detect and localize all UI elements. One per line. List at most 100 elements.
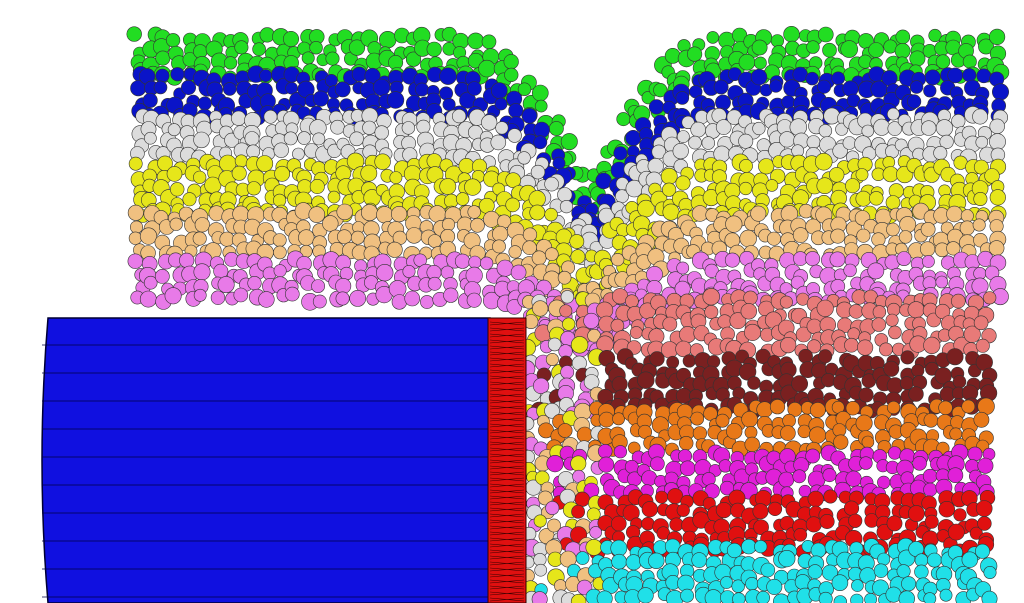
soil-particle: [901, 576, 917, 592]
soil-particle: [778, 549, 796, 568]
soil-particle: [598, 456, 615, 473]
soil-particle: [829, 251, 846, 268]
soil-particle: [952, 375, 967, 389]
soil-particle: [807, 490, 824, 508]
soil-particle: [560, 365, 575, 379]
soil-particle: [843, 263, 857, 278]
soil-particle: [379, 31, 397, 49]
soil-particle: [740, 303, 757, 320]
soil-particle: [908, 505, 925, 522]
soil-particle: [702, 288, 720, 306]
soil-particle: [738, 133, 754, 149]
soil-particle: [927, 552, 942, 568]
soil-particle: [909, 80, 924, 94]
soil-particle: [504, 67, 519, 82]
soil-particle: [490, 134, 507, 151]
soil-particle: [752, 121, 766, 136]
soil-particle: [781, 95, 796, 109]
soil-particle: [924, 69, 941, 86]
soil-particle: [832, 143, 848, 159]
soil-particle: [743, 323, 761, 341]
soil-particle: [613, 445, 628, 459]
soil-particle: [939, 134, 954, 149]
soil-particle: [222, 82, 237, 96]
soil-particle: [531, 591, 548, 603]
soil-particle: [976, 68, 992, 84]
soil-particle: [401, 121, 416, 135]
soil-particle: [557, 423, 573, 438]
soil-particle: [806, 318, 822, 335]
soil-particle: [791, 375, 809, 393]
tbm-cutter-mesh: [489, 351, 525, 356]
soil-particle: [273, 193, 287, 207]
soil-particle: [725, 215, 743, 233]
soil-particle: [715, 413, 730, 428]
soil-particle: [517, 82, 532, 96]
soil-particle: [872, 305, 887, 319]
soil-particle: [549, 121, 564, 136]
soil-particle: [988, 28, 1006, 46]
soil-particle: [909, 50, 926, 67]
soil-particle: [783, 26, 800, 43]
soil-particle: [155, 50, 171, 66]
soil-particle: [533, 514, 547, 528]
soil-particle: [376, 206, 394, 224]
soil-particle: [908, 386, 924, 402]
soil-particle: [833, 595, 847, 603]
tbm-panel-lines: [42, 344, 490, 598]
soil-particle: [336, 229, 352, 245]
soil-particle: [505, 172, 522, 188]
soil-particle: [806, 135, 821, 149]
soil-particle: [139, 227, 158, 245]
soil-particle: [508, 103, 524, 119]
soil-particle: [886, 515, 903, 532]
soil-particle: [537, 490, 553, 506]
soil-particle: [263, 109, 278, 124]
soil-particle: [691, 552, 708, 568]
soil-particle: [886, 107, 900, 121]
soil-particle: [246, 181, 261, 196]
soil-particle: [386, 91, 405, 109]
soil-particle: [312, 132, 326, 146]
soil-particle: [234, 154, 248, 168]
soil-particle: [961, 551, 978, 568]
soil-particle: [574, 491, 590, 507]
soil-particle: [959, 220, 975, 236]
soil-particle: [545, 352, 559, 366]
soil-particle: [885, 313, 899, 327]
soil-particle: [899, 376, 914, 391]
soil-particle: [946, 348, 964, 366]
soil-particle: [806, 40, 820, 54]
soil-particle: [924, 514, 939, 529]
soil-particle: [760, 562, 776, 578]
soil-particle: [492, 239, 506, 254]
soil-particle: [738, 363, 757, 381]
soil-particle: [128, 156, 143, 171]
soil-particle: [534, 99, 548, 113]
soil-particle: [273, 264, 287, 278]
soil-particle: [967, 446, 983, 462]
soil-particle: [858, 387, 874, 403]
soil-particle: [732, 592, 746, 603]
tbm-cutter-mesh: [489, 411, 525, 416]
tbm-cutter-mesh: [489, 573, 525, 578]
soil-particle: [552, 156, 566, 170]
soil-particle: [725, 423, 743, 440]
tbm-cutter-mesh: [489, 543, 525, 548]
soil-particle: [532, 300, 549, 317]
soil-particle: [949, 427, 963, 441]
tbm-cutter-mesh: [489, 339, 525, 344]
soil-particle: [454, 253, 471, 269]
tbm-cutter-mesh: [489, 321, 525, 326]
soil-particle: [739, 229, 757, 248]
soil-particle: [692, 426, 708, 441]
soil-particle: [309, 179, 325, 195]
soil-particle: [770, 34, 785, 48]
soil-particle: [562, 317, 576, 331]
soil-particle: [845, 470, 862, 487]
soil-particle: [610, 539, 628, 557]
soil-particle: [510, 264, 527, 281]
soil-particle: [301, 51, 315, 65]
soil-particle: [951, 113, 966, 129]
soil-particle: [648, 99, 665, 115]
